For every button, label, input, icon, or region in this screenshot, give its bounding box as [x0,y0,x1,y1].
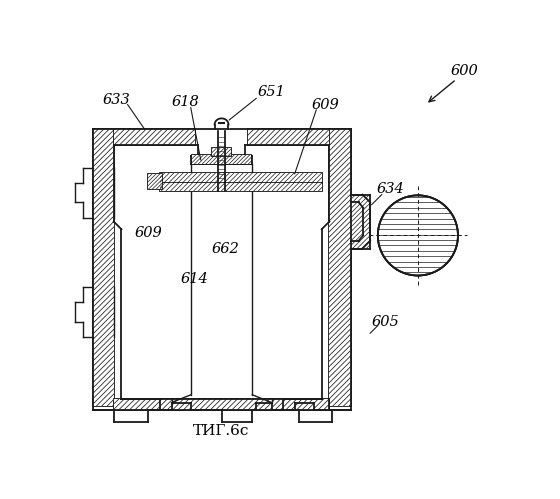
Bar [114,399,329,410]
PathPatch shape [378,196,458,275]
Bar [160,173,321,183]
Bar [93,129,114,406]
Text: 633: 633 [102,93,130,107]
Text: 634: 634 [377,182,405,196]
Text: 605: 605 [372,315,399,329]
PathPatch shape [160,173,321,183]
Bar [122,168,321,399]
PathPatch shape [114,399,329,410]
PathPatch shape [329,129,351,406]
PathPatch shape [93,129,114,406]
Bar [249,129,329,145]
Text: 609: 609 [134,226,162,240]
Bar [192,155,251,164]
Text: ΤИГ.6c: ΤИГ.6c [193,424,250,438]
PathPatch shape [192,155,251,164]
Bar [329,129,351,406]
PathPatch shape [148,174,162,189]
PathPatch shape [249,129,329,145]
Text: 609: 609 [311,97,339,112]
Bar [114,160,191,399]
Bar [114,129,195,145]
Bar [148,174,162,189]
Bar [160,183,321,191]
Bar [253,160,321,399]
PathPatch shape [212,148,231,156]
Text: 600: 600 [450,64,478,78]
Text: 618: 618 [171,95,199,109]
PathPatch shape [160,183,321,191]
Text: 614: 614 [181,272,208,286]
Text: 651: 651 [258,85,286,99]
Text: 662: 662 [212,242,239,255]
PathPatch shape [114,129,195,145]
Circle shape [378,196,458,275]
Polygon shape [214,125,228,129]
PathPatch shape [351,195,370,249]
Bar [212,148,231,156]
